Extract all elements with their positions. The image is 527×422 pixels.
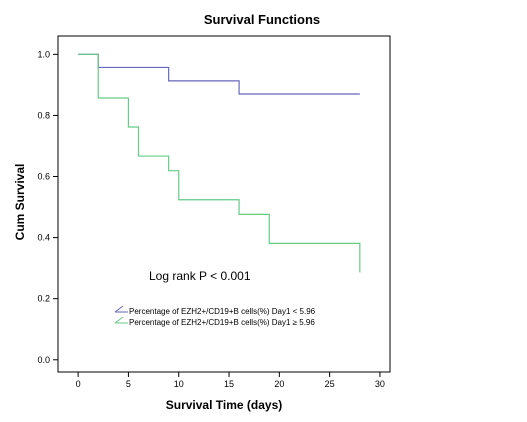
y-tick-label: 0.8 [37, 110, 50, 120]
y-tick-label: 1.0 [37, 49, 50, 59]
x-axis-label: Survival Time (days) [166, 398, 283, 412]
legend-swatch-series-2 [114, 316, 124, 324]
x-tick-label: 5 [126, 379, 131, 389]
x-tick-label: 10 [174, 379, 184, 389]
axis-ticks: 0 5 10 15 20 25 30 0.0 0.2 0.4 0.6 0.8 1.0 [37, 49, 384, 389]
y-tick-label: 0.0 [37, 355, 50, 365]
x-tick-label: 15 [224, 379, 234, 389]
y-tick-label: 0.4 [37, 233, 50, 243]
series-line-2 [78, 53, 361, 273]
plot-area-frame [57, 35, 391, 373]
x-tick-label: 20 [274, 379, 284, 389]
logrank-annotation: Log rank P < 0.001 [149, 269, 251, 283]
legend-label-series-1: Percentage of EZH2+/CD19+B cells(%) Day1… [129, 307, 316, 316]
series-line-1 [78, 53, 360, 95]
chart-title: Survival Functions [204, 12, 320, 27]
series-lines [78, 53, 361, 273]
y-tick-label: 0.6 [37, 172, 50, 182]
legend-swatch-series-1 [114, 305, 124, 313]
y-tick-label: 0.2 [37, 294, 50, 304]
x-tick-label: 0 [76, 379, 81, 389]
x-tick-label: 25 [325, 379, 335, 389]
legend: Percentage of EZH2+/CD19+B cells(%) Day1… [114, 305, 316, 327]
legend-label-series-2: Percentage of EZH2+/CD19+B cells(%) Day1… [129, 318, 315, 327]
x-tick-label: 30 [375, 379, 385, 389]
y-axis-label: Cum Survival [13, 164, 27, 241]
